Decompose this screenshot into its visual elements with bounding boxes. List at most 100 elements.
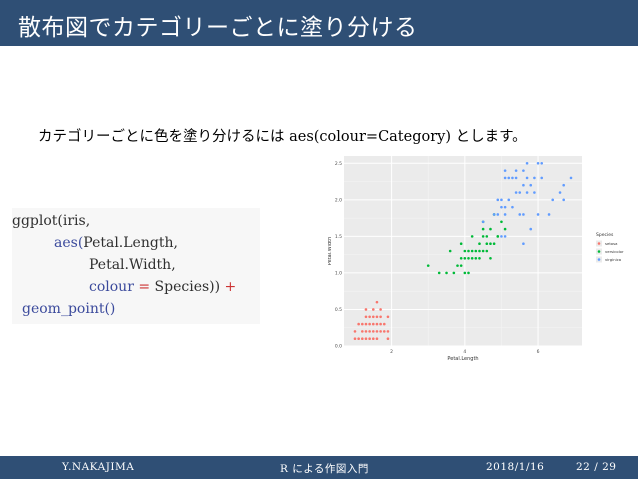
data-point-virginica [529, 227, 533, 231]
data-point-setosa [364, 337, 368, 340]
y-tick-label: 1.0 [335, 270, 342, 276]
data-point-setosa [357, 337, 360, 340]
body-suffix: とします。 [451, 129, 527, 145]
data-point-versicolor [467, 257, 470, 260]
y-tick-label: 0.5 [335, 307, 342, 313]
data-point-virginica [514, 191, 518, 194]
data-point-setosa [386, 315, 390, 319]
code-token: Species)) [154, 279, 221, 295]
y-tick-label: 2.5 [335, 161, 342, 167]
data-point-versicolor [478, 242, 481, 245]
data-point-setosa [386, 330, 390, 333]
data-point-versicolor [463, 249, 467, 253]
body-prefix: カテゴリーごとに色を塗り分けるには [38, 129, 290, 145]
data-point-setosa [375, 300, 379, 304]
data-point-versicolor [463, 271, 467, 275]
code-block: ggplot(iris, aes(Petal.Length, Petal.Wid… [12, 208, 260, 324]
scatter-plot: 2 4 6 0.0 0.5 1.0 1.5 2.0 2.5 Petal.Length Petal.W… [328, 156, 624, 362]
code-token: Petal.Width, [89, 257, 176, 273]
data-point-versicolor [478, 249, 481, 253]
legend-key-setosa [597, 242, 601, 245]
legend-key-virginica [597, 258, 601, 261]
data-point-virginica [558, 191, 562, 194]
y-axis-title: Petal.Width [328, 237, 333, 265]
data-point-virginica [522, 183, 525, 187]
data-point-versicolor [452, 271, 456, 275]
data-point-versicolor [470, 235, 474, 238]
data-point-virginica [525, 191, 529, 194]
code-line-5: geom_point() [22, 300, 115, 318]
legend-label-virginica: virginica [605, 257, 621, 262]
data-point-setosa [353, 337, 357, 340]
code-token: geom_point() [22, 301, 116, 317]
data-point-virginica [551, 198, 555, 202]
data-point-setosa [375, 337, 379, 340]
code-token: = [133, 279, 155, 295]
data-point-virginica [503, 213, 507, 216]
data-point-versicolor [467, 271, 470, 275]
x-axis-title: Petal.Length [447, 356, 478, 362]
data-point-versicolor [496, 235, 500, 238]
data-point-virginica [507, 176, 511, 180]
data-point-versicolor [481, 235, 485, 238]
code-line-2: aes(Petal.Length, [54, 234, 178, 252]
data-point-virginica [500, 235, 503, 238]
code-token: colour [89, 279, 134, 295]
code-line-1: ggplot(iris, [12, 212, 90, 230]
data-point-setosa [371, 308, 375, 311]
data-point-virginica [507, 198, 511, 202]
data-point-setosa [371, 315, 375, 319]
data-point-setosa [361, 337, 364, 340]
data-point-virginica [496, 198, 500, 202]
data-point-setosa [382, 322, 386, 326]
code-token: aes( [54, 235, 84, 251]
data-point-virginica [522, 213, 525, 216]
data-point-versicolor [474, 257, 478, 260]
data-point-setosa [368, 337, 371, 340]
data-point-versicolor [481, 227, 485, 231]
data-point-versicolor [478, 257, 481, 260]
data-point-versicolor [470, 249, 474, 253]
y-tick-label: 0.0 [335, 344, 342, 350]
data-point-setosa [375, 330, 379, 333]
data-point-setosa [353, 330, 357, 333]
data-point-virginica [503, 235, 507, 238]
data-point-virginica [511, 176, 514, 180]
data-point-virginica [522, 169, 525, 172]
data-point-versicolor [489, 227, 492, 231]
code-token: iris, [62, 213, 91, 229]
data-point-versicolor [437, 271, 441, 275]
data-point-virginica [518, 191, 522, 194]
code-token: + [220, 279, 237, 295]
data-point-setosa [386, 337, 390, 340]
data-point-versicolor [485, 249, 489, 253]
data-point-virginica [562, 183, 565, 187]
data-point-versicolor [485, 242, 489, 245]
data-point-versicolor [448, 249, 452, 253]
data-point-virginica [518, 213, 522, 216]
data-point-setosa [364, 330, 368, 333]
x-tick-label: 4 [463, 349, 466, 355]
data-point-setosa [371, 322, 375, 326]
data-point-virginica [540, 176, 544, 180]
data-point-virginica [500, 205, 503, 209]
code-line-4: colour = Species)) + [89, 278, 236, 296]
data-point-versicolor [500, 220, 503, 224]
data-point-virginica [503, 176, 507, 180]
data-point-virginica [503, 169, 507, 172]
data-point-versicolor [467, 249, 470, 253]
code-token: Petal.Length, [83, 235, 178, 251]
data-point-versicolor [492, 242, 496, 245]
data-point-setosa [379, 322, 382, 326]
data-point-setosa [368, 330, 371, 333]
data-point-setosa [379, 330, 382, 333]
data-point-setosa [379, 308, 382, 311]
slide-title: 散布図でカテゴリーごとに塗り分ける [18, 15, 418, 41]
data-point-versicolor [503, 227, 507, 231]
data-point-virginica [536, 213, 540, 216]
data-point-virginica [492, 213, 496, 216]
data-point-setosa [368, 322, 371, 326]
footer-author: Y.NAKAJIMA [62, 461, 135, 473]
slide-footer: Y.NAKAJIMA R による作図入門 2018/1/16 22 / 29 [0, 456, 638, 479]
data-point-setosa [361, 330, 364, 333]
